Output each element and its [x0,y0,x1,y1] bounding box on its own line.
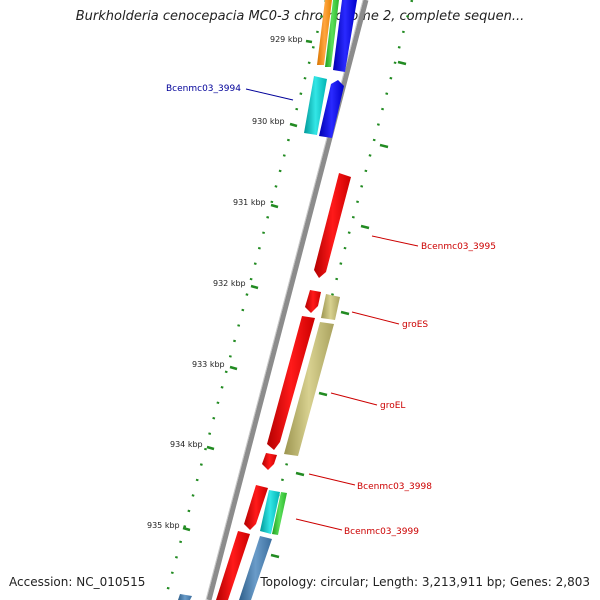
tick-mark [305,39,313,44]
gene-steel-left[interactable] [178,594,192,600]
gene-red-3998[interactable] [262,453,277,470]
outer-tick-mark [318,391,328,397]
map-title: Burkholderia cenocepacia MC0-3 chromosom… [75,9,525,24]
gene-red-3999[interactable] [244,485,268,530]
gene-label-3995[interactable]: Bcenmc03_3995 [421,242,496,252]
gene-cyan-3999[interactable] [260,490,280,534]
tick-label-933: 933 kbp [192,360,225,369]
gene-khaki-groES[interactable] [321,294,340,320]
gene-red-3995[interactable] [314,173,351,278]
gene-green-3999[interactable] [272,492,287,535]
gene-label-3994[interactable]: Bcenmc03_3994 [166,84,241,94]
tick-label-931: 931 kbp [233,198,266,207]
leader-line-groEL [330,392,378,406]
tick-mark [229,365,238,371]
outer-tick-mark [379,143,389,149]
tick-label-929: 929 kbp [270,35,303,44]
tick-mark [206,445,215,451]
gene-label-3999[interactable]: Bcenmc03_3999 [344,527,419,537]
leader-line-3999 [295,518,343,531]
tick-label-932: 932 kbp [213,279,246,288]
gene-green-top[interactable] [325,0,339,67]
gene-red-groES[interactable] [305,290,321,313]
outer-tick-mark [397,60,407,66]
tick-mark [250,284,259,290]
major-ticks [182,39,407,559]
tick-label-930: 930 kbp [252,117,285,126]
leader-line-3994 [245,88,294,101]
tick-label-934: 934 kbp [170,440,203,449]
gene-red-groEL[interactable] [267,316,315,450]
gene-label-groES[interactable]: groES [402,320,428,330]
gene-orange[interactable] [317,0,332,65]
gene-cyan-3994[interactable] [304,76,327,135]
topology-text: Topology: circular; Length: 3,213,911 bp… [260,575,590,589]
gene-label-groEL[interactable]: groEL [380,401,405,411]
gene-steel-bottom[interactable] [239,536,272,600]
accession-text: Accession: NC_010515 [9,575,146,589]
gene-khaki-groEL[interactable] [284,322,334,456]
leader-line-3995 [371,235,419,247]
leader-line-groES [351,311,400,325]
gene-blue-top[interactable] [333,0,357,72]
outer-tick-mark [340,310,350,316]
tick-mark [182,526,191,532]
tick-mark [289,122,298,128]
outer-tick-mark [360,224,370,230]
outer-tick-mark [270,553,280,559]
tick-mark [270,203,279,209]
tick-label-935: 935 kbp [147,521,180,530]
gene-red-bottom[interactable] [216,531,250,600]
leader-line-3998 [308,473,356,486]
outer-tick-mark [295,471,305,477]
gene-blue-3994[interactable] [319,80,344,138]
gene-label-3998[interactable]: Bcenmc03_3998 [357,482,432,492]
